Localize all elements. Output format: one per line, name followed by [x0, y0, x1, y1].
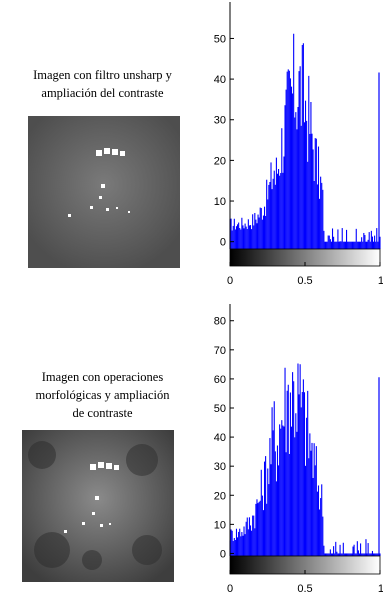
y-tick-label: 20 [214, 155, 226, 167]
caption-top-line-1: Imagen con filtro unsharp y [33, 68, 172, 82]
caption-bottom-line-2: morfológicas y ampliación [35, 388, 170, 402]
x-tick-label: 0 [227, 583, 233, 595]
y-tick-label: 70 [214, 345, 226, 357]
x-tick-label: 0 [227, 275, 233, 287]
y-tick-label: 50 [214, 403, 226, 415]
caption-bottom-line-1: Imagen con operaciones [41, 370, 164, 384]
caption-bottom-line-3: de contraste [72, 406, 133, 420]
y-tick-label: 30 [214, 115, 226, 127]
y-tick-label: 10 [214, 196, 226, 208]
histogram-bars [229, 363, 381, 556]
y-tick-label: 40 [214, 74, 226, 86]
x-tick-label: 0.5 [297, 583, 312, 595]
histogram-bottom: 0 10 20 30 40 50 60 70 80 0 0.5 1 [214, 304, 383, 595]
histogram-top: 0 10 20 30 40 50 0 0.5 1 [214, 2, 383, 287]
y-tick-label: 0 [220, 548, 226, 560]
y-tick-label: 60 [214, 374, 226, 386]
x-tick-label: 1 [378, 275, 383, 287]
y-tick-label: 0 [220, 237, 226, 249]
caption-top-line-2: ampliación del contraste [41, 86, 164, 100]
grayscale-image-bottom [22, 430, 174, 582]
grayscale-image-top [28, 116, 180, 268]
caption-bottom: Imagen con operaciones morfológicas y am… [0, 368, 205, 422]
x-tick-label: 1 [378, 583, 383, 595]
y-tick-label: 10 [214, 519, 226, 531]
y-tick-label: 30 [214, 461, 226, 473]
caption-top: Imagen con filtro unsharp y ampliación d… [0, 66, 205, 102]
histogram-bars [229, 33, 381, 249]
image-texture-bottom [22, 430, 174, 582]
image-texture-top [28, 116, 180, 268]
y-tick-label: 50 [214, 33, 226, 45]
x-tick-label: 0.5 [297, 275, 312, 287]
y-tick-label: 80 [214, 316, 226, 328]
y-tick-label: 20 [214, 490, 226, 502]
y-tick-label: 40 [214, 432, 226, 444]
